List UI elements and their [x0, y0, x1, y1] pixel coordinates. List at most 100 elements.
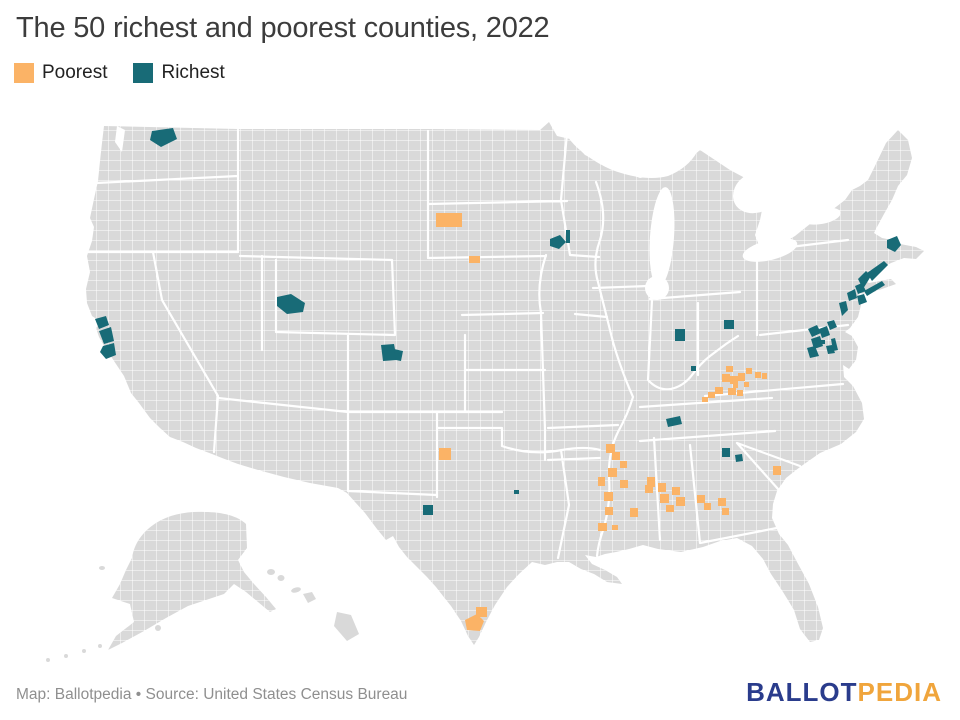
county-highlight-richest: [150, 128, 177, 147]
footer-credit: Map: Ballotpedia • Source: United States…: [16, 686, 408, 703]
county-highlight-richest: [857, 294, 867, 305]
county-highlight-poorest: [726, 366, 733, 372]
county-highlight-poorest: [744, 382, 749, 387]
county-highlight-poorest: [469, 256, 480, 263]
county-highlight-richest: [735, 454, 743, 462]
legend-item-richest: Richest: [133, 62, 225, 83]
county-highlight-poorest: [676, 497, 685, 506]
county-highlight-poorest: [738, 373, 745, 381]
county-highlight-poorest: [737, 390, 743, 396]
county-highlight-richest: [550, 235, 566, 249]
county-highlight-poorest: [605, 507, 613, 515]
lake-superior: [565, 130, 698, 178]
county-highlight-richest: [821, 340, 825, 344]
county-highlight-richest: [675, 329, 685, 341]
county-highlight-poorest: [658, 483, 666, 492]
county-highlight-poorest: [733, 383, 738, 388]
county-highlight-richest: [423, 505, 433, 515]
county-highlight-poorest: [730, 376, 738, 384]
county-highlight-poorest: [647, 477, 655, 487]
county-highlight-richest: [381, 344, 397, 361]
highlight-layer: [95, 128, 901, 631]
county-highlight-poorest: [604, 492, 613, 501]
alaska: [108, 511, 276, 650]
county-highlight-poorest: [606, 444, 615, 453]
county-highlight-poorest: [465, 614, 484, 631]
county-highlight-poorest: [608, 468, 617, 477]
legend-swatch-poorest: [14, 63, 34, 83]
puget-sound: [115, 126, 125, 152]
county-highlight-poorest: [728, 388, 736, 395]
county-highlight-poorest: [697, 495, 705, 503]
county-highlight-richest: [724, 320, 734, 329]
state-borders: [86, 128, 850, 560]
county-highlight-poorest: [645, 485, 653, 493]
county-highlight-poorest: [436, 213, 462, 227]
county-highlight-poorest: [439, 448, 451, 460]
legend-label-richest: Richest: [161, 62, 225, 83]
county-highlight-poorest: [598, 523, 607, 531]
county-highlight-richest: [566, 230, 570, 243]
county-highlight-poorest: [620, 480, 628, 488]
county-highlight-richest: [811, 336, 823, 349]
legend-label-poorest: Poorest: [42, 62, 108, 83]
county-highlight-richest: [99, 327, 114, 344]
page-title: The 50 richest and poorest counties, 202…: [16, 12, 550, 44]
map-land: [46, 122, 924, 662]
county-highlight-richest: [95, 316, 109, 329]
legend-item-poorest: Poorest: [14, 63, 107, 83]
county-highlight-poorest: [612, 525, 618, 530]
county-highlight-poorest: [704, 503, 711, 510]
county-highlight-poorest: [755, 372, 761, 378]
county-highlight-poorest: [666, 505, 674, 512]
county-highlight-poorest: [476, 607, 487, 617]
county-highlight-poorest: [762, 373, 767, 379]
county-highlight-poorest: [630, 508, 638, 517]
county-highlight-richest: [867, 261, 888, 281]
lake-ontario: [801, 207, 841, 225]
legend-swatch-richest: [133, 63, 154, 83]
county-highlight-richest: [722, 448, 730, 457]
county-highlight-poorest: [660, 494, 669, 503]
county-highlight-richest: [100, 343, 116, 359]
lake-michigan-south: [645, 276, 669, 300]
county-highlight-poorest: [672, 487, 680, 495]
county-highlight-poorest: [773, 466, 781, 475]
county-highlight-richest: [887, 236, 901, 252]
logo-ballot: BALLOT: [746, 677, 858, 707]
county-highlight-poorest: [722, 508, 729, 515]
logo-pedia: PEDIA: [857, 677, 942, 707]
county-highlight-richest: [839, 301, 848, 316]
county-highlight-richest: [691, 366, 696, 371]
county-highlight-poorest: [718, 498, 726, 506]
county-highlight-richest: [858, 271, 871, 289]
legend: Poorest Richest: [14, 63, 225, 83]
county-highlight-richest: [277, 294, 305, 314]
county-highlight-richest: [819, 326, 830, 338]
hawaii: [267, 569, 359, 641]
ballotpedia-logo: BALLOTPEDIA: [746, 677, 942, 708]
lake-huron: [733, 170, 781, 214]
county-highlight-poorest: [715, 387, 723, 394]
county-highlight-poorest: [746, 368, 752, 374]
alaska-islands: [46, 566, 161, 662]
lake-michigan: [649, 187, 675, 287]
county-highlight-poorest: [722, 374, 730, 382]
county-highlight-poorest: [612, 452, 620, 460]
county-highlight-poorest: [702, 397, 708, 402]
county-highlight-richest: [847, 289, 857, 301]
lake-erie: [742, 238, 798, 262]
county-highlight-poorest: [620, 461, 627, 468]
county-highlight-richest: [864, 281, 885, 296]
county-highlight-richest: [827, 320, 837, 330]
county-highlight-poorest: [708, 392, 715, 398]
county-highlight-richest: [666, 416, 682, 427]
county-highlight-richest: [808, 325, 821, 337]
county-highlight-richest: [394, 349, 403, 361]
county-highlight-richest: [514, 490, 519, 494]
county-highlight-richest: [826, 345, 835, 354]
county-highlight-richest: [807, 346, 819, 358]
great-lakes: [115, 126, 841, 300]
county-highlight-poorest: [598, 477, 605, 486]
